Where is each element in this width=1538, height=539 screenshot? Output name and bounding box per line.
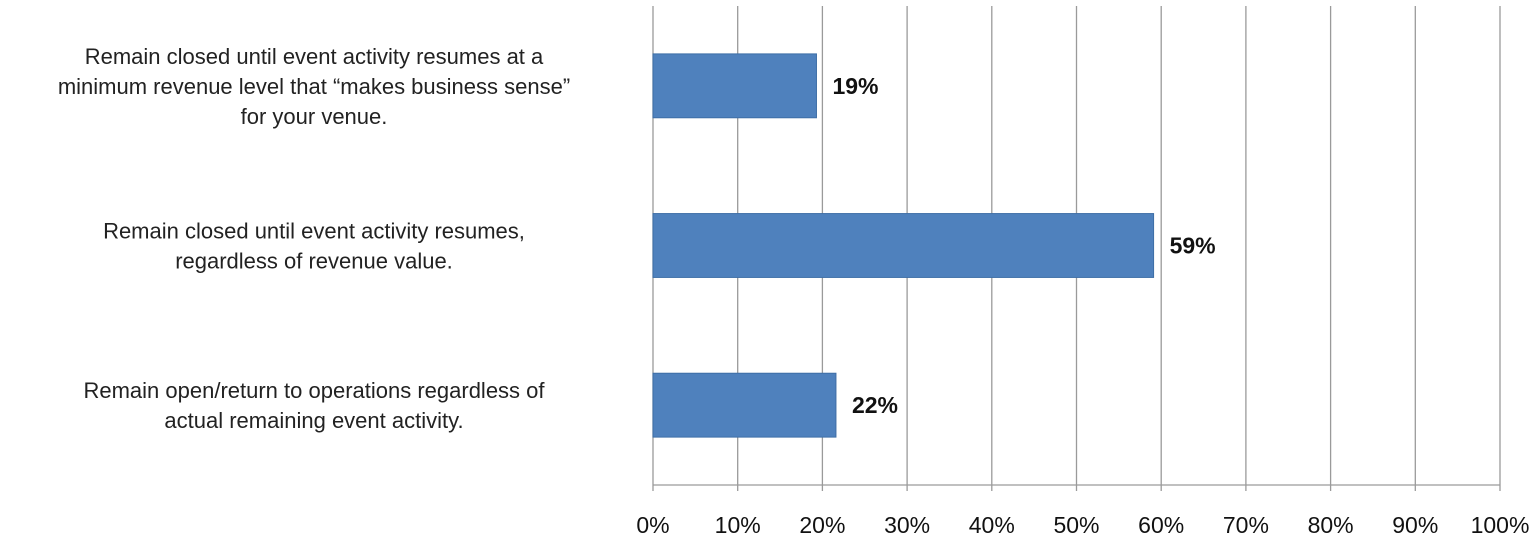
- category-label-line: Remain closed until event activity resum…: [103, 219, 525, 244]
- category-label-line: actual remaining event activity.: [164, 408, 463, 433]
- x-tick-label: 80%: [1308, 512, 1354, 538]
- category-label-line: minimum revenue level that “makes busine…: [58, 74, 570, 99]
- x-tick-label: 90%: [1392, 512, 1438, 538]
- x-axis-tick-labels: 0% 10% 20% 30% 40% 50% 60% 70% 80% 90% 100%: [636, 512, 1529, 538]
- bar-data-label: 22%: [852, 392, 898, 418]
- category-label-line: regardless of revenue value.: [175, 249, 453, 274]
- x-tick-label: 30%: [884, 512, 930, 538]
- category-label-line: Remain open/return to operations regardl…: [83, 378, 545, 403]
- bar: [652, 53, 817, 119]
- category-labels: Remain closed until event activity resum…: [58, 44, 570, 433]
- bar: [652, 372, 837, 438]
- x-tick-label: 100%: [1471, 512, 1530, 538]
- bar-data-label: 19%: [832, 73, 878, 99]
- category-label-line: Remain closed until event activity resum…: [85, 44, 544, 69]
- bars: [652, 53, 1155, 438]
- category-label-line: for your venue.: [241, 104, 388, 129]
- data-labels: 19% 59% 22%: [832, 73, 1215, 418]
- x-tick-label: 50%: [1053, 512, 1099, 538]
- x-tick-label: 20%: [799, 512, 845, 538]
- bar: [652, 213, 1155, 278]
- x-tick-label: 60%: [1138, 512, 1184, 538]
- x-tick-label: 40%: [969, 512, 1015, 538]
- x-tick-label: 70%: [1223, 512, 1269, 538]
- bar-data-label: 59%: [1170, 233, 1216, 259]
- x-tick-label: 0%: [636, 512, 669, 538]
- x-tick-label: 10%: [715, 512, 761, 538]
